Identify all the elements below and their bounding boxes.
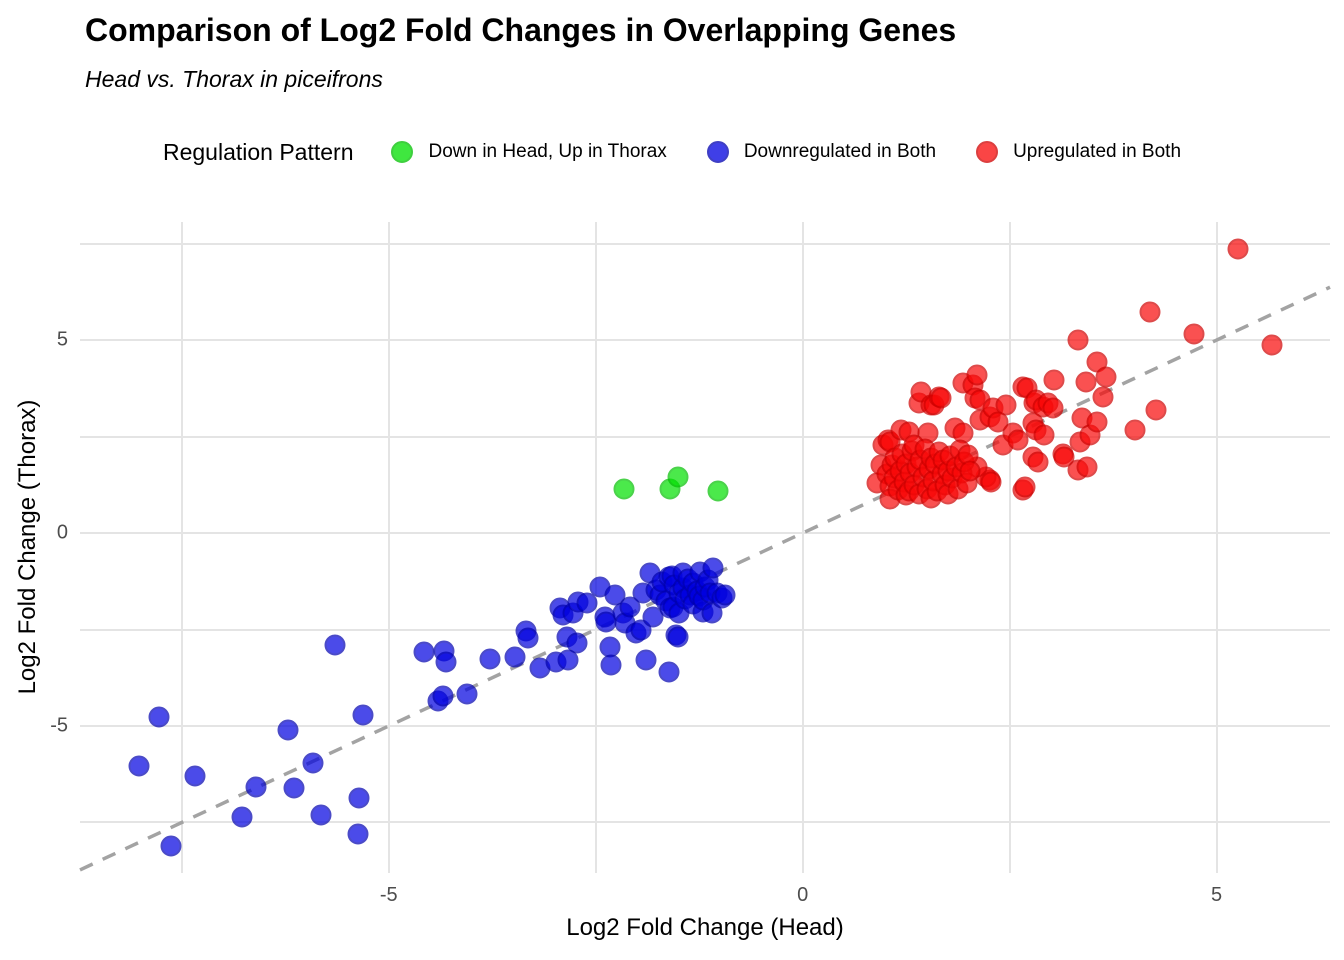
scatter-point xyxy=(1053,446,1075,468)
gridline-horizontal xyxy=(80,628,1330,631)
chart-subtitle: Head vs. Thorax in piceifrons xyxy=(85,66,383,92)
scatter-point xyxy=(613,478,635,500)
legend-key-icon xyxy=(391,141,414,163)
scatter-point xyxy=(504,646,526,667)
y-tick-label: -5 xyxy=(50,714,68,737)
gridline-horizontal xyxy=(80,532,1330,535)
y-tick-label: 5 xyxy=(56,328,68,351)
gridline-vertical xyxy=(1008,222,1011,873)
scatter-point xyxy=(1145,399,1167,421)
scatter-point xyxy=(413,641,435,663)
scatter-point xyxy=(1014,476,1036,498)
scatter-point xyxy=(347,823,369,845)
scatter-point xyxy=(959,460,981,481)
scatter-point xyxy=(479,648,501,670)
legend: Regulation Pattern Down in Head, Up in T… xyxy=(0,128,1344,176)
x-tick-label: -5 xyxy=(379,884,398,906)
gridline-vertical xyxy=(801,222,804,873)
scatter-point xyxy=(517,627,539,649)
scatter-point xyxy=(352,704,374,726)
scatter-point xyxy=(435,651,457,673)
legend-title: Regulation Pattern xyxy=(162,138,354,165)
y-axis-title: Log2 Fold Change (Thorax) xyxy=(14,399,41,695)
gridline-horizontal xyxy=(80,821,1330,824)
scatter-point xyxy=(980,471,1002,493)
scatter-point xyxy=(184,765,206,787)
scatter-point xyxy=(667,466,689,488)
scatter-point xyxy=(995,394,1017,416)
scatter-point xyxy=(1042,397,1064,419)
scatter-point xyxy=(658,661,680,683)
gridline-horizontal xyxy=(80,339,1330,342)
legend-items: Down in Head, Up in Thorax Downregulated … xyxy=(391,141,1181,163)
scatter-point xyxy=(310,804,332,826)
scatter-point xyxy=(635,649,657,671)
scatter-point xyxy=(1261,334,1283,356)
x-tick-label: 0 xyxy=(797,884,809,906)
scatter-point xyxy=(456,683,478,705)
gridline-horizontal xyxy=(80,435,1330,438)
scatter-point xyxy=(1067,329,1089,351)
scatter-point xyxy=(324,634,346,656)
scatter-point xyxy=(1043,369,1064,391)
scatter-point xyxy=(1124,419,1146,441)
scatter-point xyxy=(1086,411,1108,433)
scatter-point xyxy=(1095,366,1117,388)
scatter-point xyxy=(1027,451,1049,473)
scatter-point xyxy=(1007,429,1029,451)
legend-item-label: Downregulated in Both xyxy=(743,141,937,162)
scatter-point xyxy=(600,654,622,676)
scatter-point xyxy=(619,596,641,618)
scatter-point xyxy=(1075,371,1097,393)
scatter-point xyxy=(348,787,370,809)
scatter-point xyxy=(245,776,267,798)
chart-title: Comparison of Log2 Fold Changes in Overl… xyxy=(85,12,957,48)
scatter-point xyxy=(1076,456,1098,478)
gridline-vertical xyxy=(387,222,390,873)
scatter-point xyxy=(714,584,736,606)
scatter-point xyxy=(1227,238,1249,260)
scatter-point xyxy=(432,685,454,707)
scatter-point xyxy=(128,755,150,777)
scatter-point xyxy=(277,719,299,741)
scatter-point xyxy=(576,592,598,614)
y-tick-label: 0 xyxy=(56,521,68,544)
scatter-point xyxy=(667,626,689,648)
scatter-point xyxy=(1092,386,1114,408)
identity-reference-line xyxy=(79,285,1331,872)
scatter-point xyxy=(302,752,324,774)
scatter-point xyxy=(966,364,988,386)
scatter-point xyxy=(707,480,729,502)
scatter-point xyxy=(930,387,952,409)
gridline-horizontal xyxy=(80,724,1330,727)
legend-item-label: Upregulated in Both xyxy=(1013,141,1182,162)
scatter-point xyxy=(160,835,182,857)
legend-item: Down in Head, Up in Thorax xyxy=(391,141,667,163)
legend-key-icon xyxy=(706,141,729,163)
scatter-point xyxy=(148,706,170,728)
legend-item: Upregulated in Both xyxy=(976,141,1181,163)
scatter-point xyxy=(231,806,253,828)
gridline-horizontal xyxy=(80,242,1330,245)
x-axis-title: Log2 Fold Change (Head) xyxy=(566,914,844,941)
plot-panel xyxy=(79,222,1331,873)
scatter-point xyxy=(1183,323,1205,345)
gridline-vertical xyxy=(1215,222,1218,873)
scatter-point xyxy=(702,557,724,579)
scatter-point xyxy=(283,777,305,799)
scatter-point xyxy=(1139,301,1161,323)
gridline-vertical xyxy=(594,222,597,873)
legend-item-label: Down in Head, Up in Thorax xyxy=(428,141,667,162)
legend-key-icon xyxy=(976,141,999,163)
legend-item: Downregulated in Both xyxy=(706,141,937,163)
scatter-point xyxy=(642,606,664,628)
x-tick-label: 5 xyxy=(1211,884,1223,906)
scatter-point xyxy=(1033,424,1055,446)
scatter-point xyxy=(566,632,588,654)
gridline-vertical xyxy=(180,222,183,873)
